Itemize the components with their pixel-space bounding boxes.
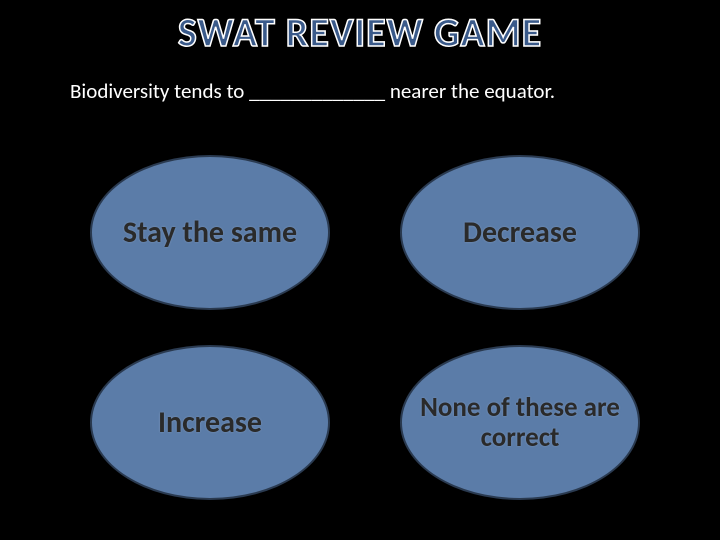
answer-option-2[interactable]: Decrease	[400, 155, 640, 310]
answer-label: Decrease	[449, 216, 591, 249]
answers-region: Stay the same Decrease Increase None of …	[0, 145, 720, 525]
game-title: SWAT REVIEW GAME	[0, 8, 720, 57]
answer-option-1[interactable]: Stay the same	[90, 155, 330, 310]
answer-option-3[interactable]: Increase	[90, 345, 330, 500]
answer-option-4[interactable]: None of these are correct	[400, 345, 640, 500]
question-text: Biodiversity tends to _____________ near…	[70, 78, 670, 104]
slide: SWAT REVIEW GAME Biodiversity tends to _…	[0, 0, 720, 540]
answer-label: None of these are correct	[402, 393, 638, 452]
answer-label: Stay the same	[109, 216, 311, 249]
answer-label: Increase	[144, 406, 276, 439]
